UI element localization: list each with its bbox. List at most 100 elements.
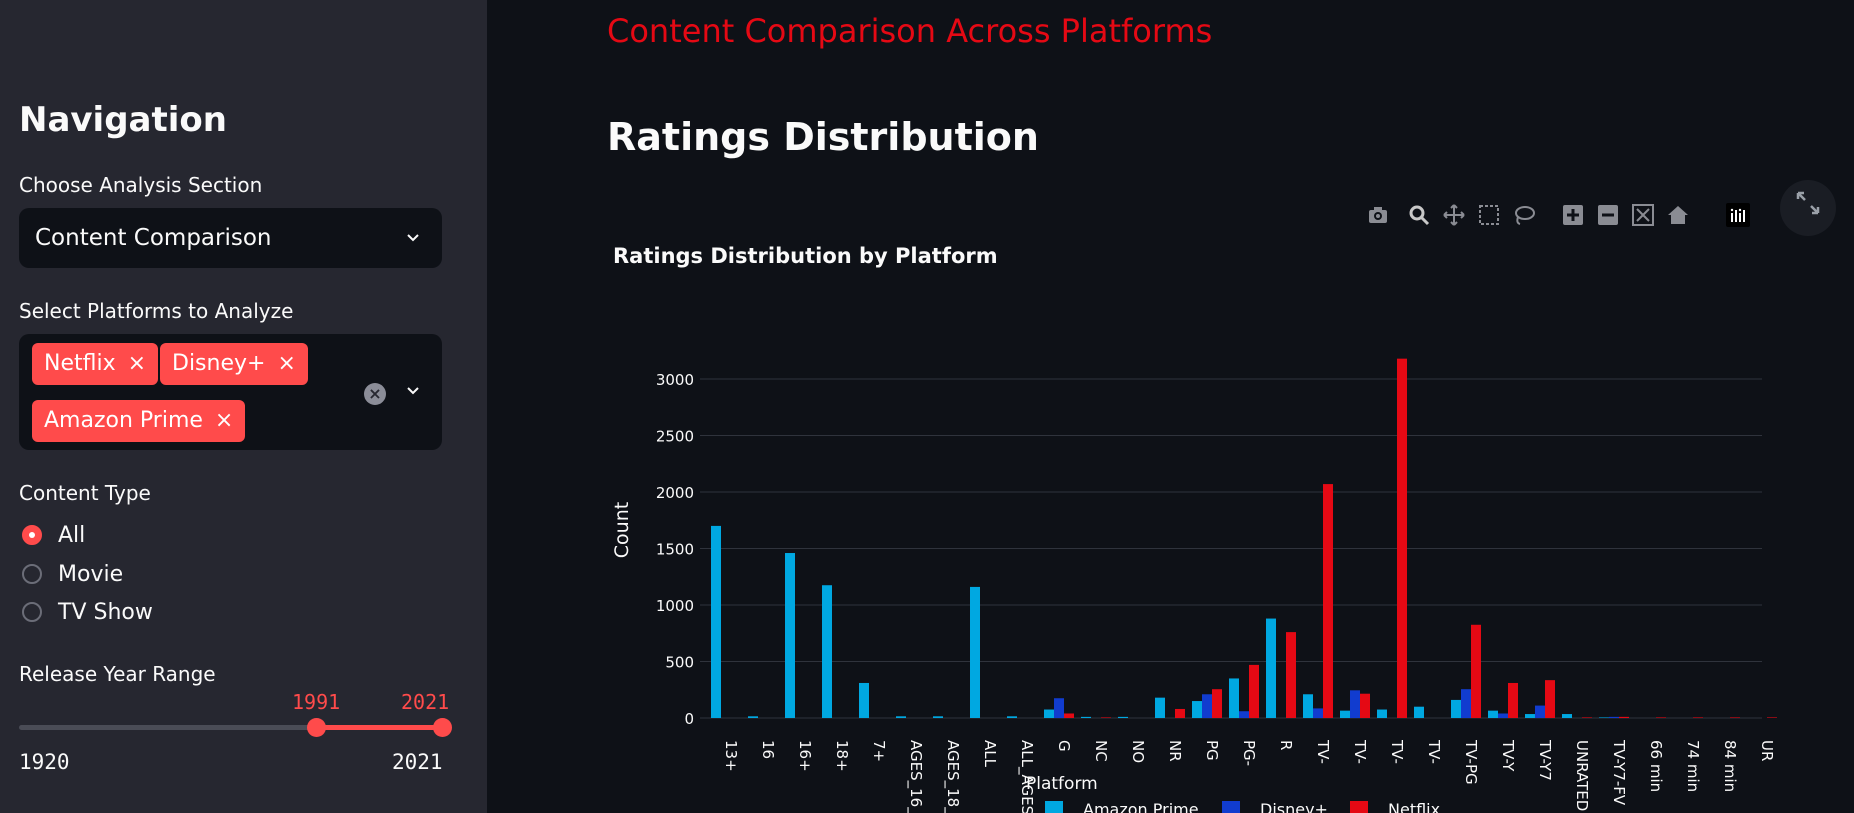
bar[interactable] [1266,618,1276,718]
bar[interactable] [1175,708,1185,718]
year-slider-high-handle[interactable] [433,718,452,737]
bar[interactable] [1101,717,1111,718]
year-slider-low-handle[interactable] [307,718,326,737]
platform-tag-disney: Disney+ × [160,343,308,385]
sidebar-title: Navigation [19,100,227,140]
tag-remove-icon[interactable]: × [214,408,234,433]
radio-button[interactable] [22,602,42,622]
bar[interactable] [1461,689,1471,718]
bar[interactable] [1229,678,1239,718]
bar[interactable] [711,525,721,718]
bar[interactable] [1239,711,1249,718]
chevron-down-icon[interactable] [406,384,420,398]
chevron-down-icon[interactable] [406,231,420,245]
bar[interactable] [1007,716,1017,718]
x-tick-label: PG [1203,740,1221,761]
reset-axes-icon[interactable] [1665,203,1691,229]
bar[interactable] [1081,716,1091,718]
x-tick-label: TV-Y [1499,739,1517,772]
bar[interactable] [1212,689,1222,718]
bar[interactable] [1582,717,1592,718]
bar[interactable] [1377,709,1387,718]
bar[interactable] [1545,680,1555,718]
fullscreen-icon[interactable] [1780,180,1836,236]
tag-remove-icon[interactable]: × [277,351,296,376]
x-tick-label: 16 [759,740,777,759]
bar[interactable] [1340,710,1350,718]
lasso-icon[interactable] [1511,203,1537,229]
radio-button[interactable] [22,525,42,545]
bar[interactable] [1609,716,1619,718]
zoom-in-icon[interactable] [1560,203,1586,229]
legend-swatch[interactable] [1045,801,1063,813]
chart-title: Ratings Distribution by Platform [613,244,998,268]
bar[interactable] [785,553,795,718]
x-tick-label: 74 min [1684,740,1702,792]
bar[interactable] [1155,697,1165,718]
bar[interactable] [1656,717,1666,718]
platform-tag-amazon: Amazon Prime × [32,400,246,442]
bar[interactable] [1414,706,1424,718]
radio-button[interactable] [22,564,42,584]
bar[interactable] [933,716,943,718]
bar[interactable] [1730,717,1740,718]
bar[interactable] [1451,699,1461,718]
clear-all-icon[interactable]: × [364,383,386,405]
box-select-icon[interactable] [1476,203,1502,229]
bar[interactable] [1350,690,1360,718]
y-tick-label: 2500 [656,428,694,446]
bar[interactable] [1471,624,1481,718]
bar[interactable] [1202,694,1212,718]
bar[interactable] [1525,714,1535,718]
bar[interactable] [748,716,758,718]
bar[interactable] [1249,664,1259,718]
bar[interactable] [1508,682,1518,718]
bar[interactable] [1313,708,1323,718]
year-high-value: 2021 [401,690,450,714]
bar[interactable] [1054,698,1064,718]
bar[interactable] [1397,358,1407,718]
pan-icon[interactable] [1441,203,1467,229]
x-tick-label: TV-Y7-FV [1610,739,1628,806]
legend-label[interactable]: Amazon Prime [1083,800,1199,813]
legend-label[interactable]: Netflix [1388,800,1440,813]
bar[interactable] [1323,484,1333,718]
bar[interactable] [1044,709,1054,718]
x-tick-label: G [1055,740,1073,752]
bar[interactable] [1767,717,1777,718]
bar[interactable] [822,585,832,718]
bar[interactable] [1303,694,1313,718]
bar[interactable] [1118,716,1128,718]
bar[interactable] [1693,717,1703,718]
x-tick-label: UNRATED [1573,740,1591,811]
bar[interactable] [1488,710,1498,718]
bar[interactable] [1064,713,1074,718]
autoscale-icon[interactable] [1630,203,1656,229]
bar[interactable] [1562,714,1572,718]
year-slider-track[interactable] [19,725,443,730]
bar[interactable] [1619,716,1629,718]
section-select[interactable]: Content Comparison [19,208,442,268]
legend-swatch[interactable] [1222,801,1240,813]
bar[interactable] [859,682,869,718]
y-tick-label: 1500 [656,541,694,559]
bar[interactable] [896,716,906,718]
legend-swatch[interactable] [1350,801,1368,813]
tag-remove-icon[interactable]: × [127,351,147,376]
plotly-logo-icon[interactable] [1725,203,1751,229]
legend-label[interactable]: Disney+ [1260,800,1328,813]
camera-icon[interactable] [1365,203,1391,229]
bar[interactable] [1192,701,1202,718]
x-tick-label: TV-Y7 [1536,739,1554,781]
x-tick-label: 13+ [722,740,740,772]
zoom-icon[interactable] [1406,203,1432,229]
bar[interactable] [970,586,980,718]
platform-tag-label: Amazon Prime [44,408,203,433]
zoom-out-icon[interactable] [1595,203,1621,229]
bar[interactable] [1286,632,1296,718]
section-select-label: Choose Analysis Section [19,173,263,197]
bar[interactable] [1535,705,1545,718]
bar[interactable] [1360,693,1370,718]
bar[interactable] [1498,713,1508,718]
bar[interactable] [1599,717,1609,718]
